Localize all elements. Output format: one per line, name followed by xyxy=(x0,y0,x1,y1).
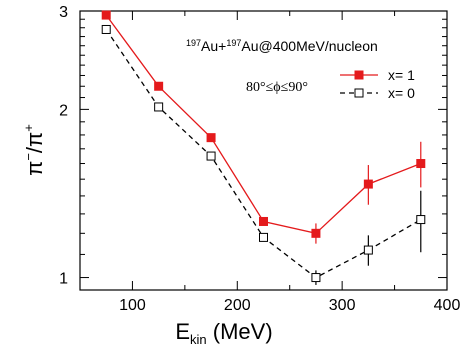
data-point xyxy=(416,215,426,225)
series-open-square xyxy=(101,24,426,285)
annot-mass-a: 197 xyxy=(186,38,201,48)
data-point xyxy=(206,133,216,143)
y-axis-title-slash: / xyxy=(22,146,47,153)
series-filled-square xyxy=(101,10,426,244)
series-layer xyxy=(101,10,426,285)
y-axis-title-sup1: − xyxy=(21,153,36,161)
x-tick-label: 300 xyxy=(329,297,356,314)
y-axis-title-sup2: + xyxy=(21,124,36,132)
y-axis-title-pi1: π xyxy=(22,161,47,176)
y-tick-label: 1 xyxy=(59,271,68,288)
data-point xyxy=(206,151,216,161)
legend-label: x= 0 xyxy=(388,85,415,101)
data-point xyxy=(311,273,321,283)
data-point xyxy=(259,232,268,242)
legend-marker xyxy=(354,88,364,98)
x-axis-title: Ekin (MeV) xyxy=(175,319,272,347)
x-axis-title-sub: kin xyxy=(190,332,207,347)
y-tick-label: 3 xyxy=(59,4,68,21)
x-tick-label: 100 xyxy=(119,297,146,314)
legend-label: x= 1 xyxy=(388,67,415,83)
data-point xyxy=(154,102,164,112)
data-point xyxy=(259,216,268,226)
data-point xyxy=(101,10,111,20)
x-tick-label: 400 xyxy=(434,297,461,314)
legend-item: x= 1 xyxy=(340,67,415,83)
plot-frame xyxy=(79,10,448,291)
data-point xyxy=(154,81,164,91)
x-tick-label: 200 xyxy=(224,297,251,314)
legend-item: x= 0 xyxy=(340,85,415,101)
data-point xyxy=(363,245,373,255)
legend: x= 1 x= 0 xyxy=(340,67,415,101)
data-point xyxy=(311,228,321,238)
reaction-annotation: 197Au+197Au@400MeV/nucleon xyxy=(186,38,378,54)
y-axis-title-pi2: π xyxy=(22,132,47,147)
x-axis-title-main: E xyxy=(175,319,190,344)
axes: 100 200 300 400 1 2 3 xyxy=(59,4,460,314)
data-point xyxy=(363,179,373,189)
x-axis-title-unit: (MeV) xyxy=(207,319,273,344)
annot-nucleus-a: Au+ xyxy=(201,38,226,54)
data-point xyxy=(416,159,426,169)
legend-marker xyxy=(354,70,364,80)
y-axis-title: π−/π+ xyxy=(21,124,47,176)
angle-cut-annotation: 80°≤ϕ≤90° xyxy=(246,80,308,95)
data-point xyxy=(101,24,111,34)
annot-mass-b: 197 xyxy=(226,38,241,48)
annot-nucleus-b: Au@400MeV/nucleon xyxy=(241,38,377,54)
y-tick-label: 2 xyxy=(59,102,68,119)
